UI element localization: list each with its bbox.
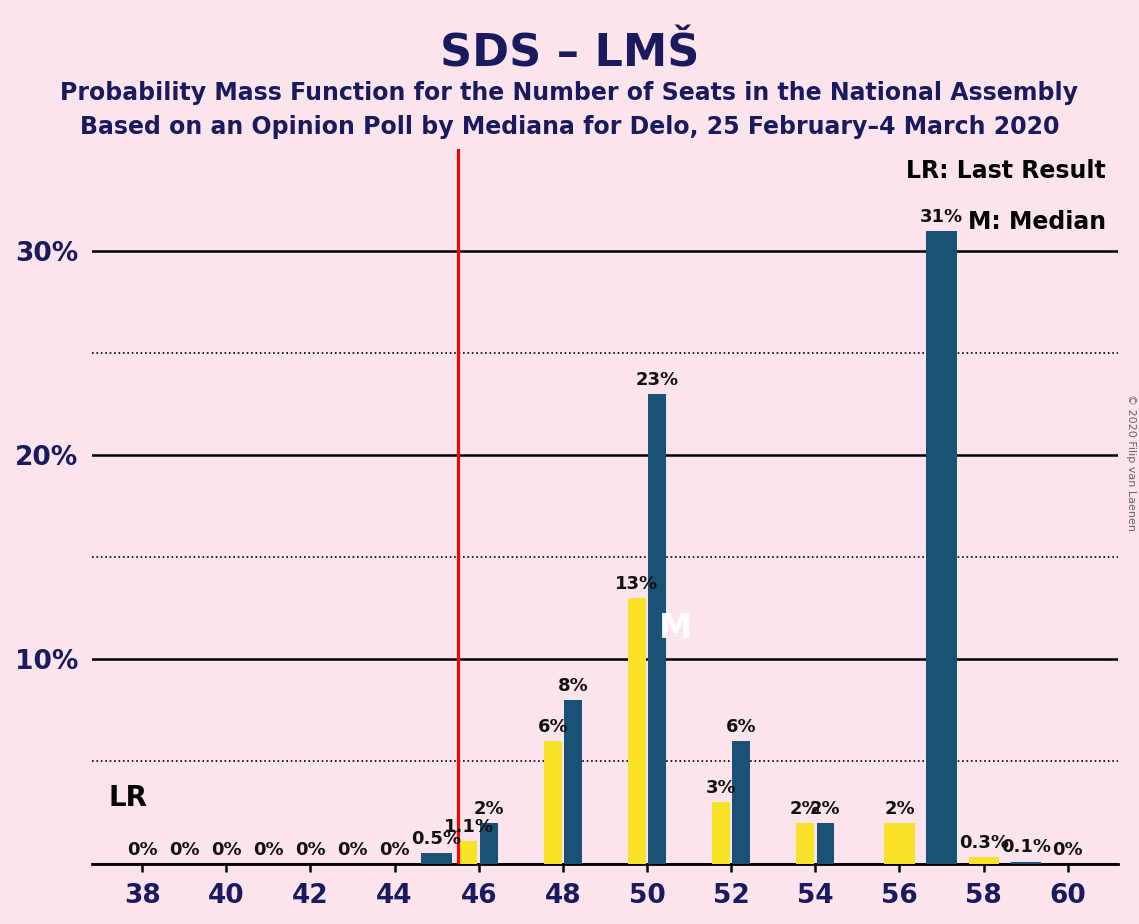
Bar bbox=[732, 741, 751, 864]
Bar bbox=[1010, 861, 1041, 864]
Bar bbox=[648, 394, 666, 864]
Text: 31%: 31% bbox=[920, 208, 964, 225]
Text: 6%: 6% bbox=[726, 718, 756, 736]
Bar bbox=[817, 822, 834, 864]
Text: 0%: 0% bbox=[379, 842, 410, 859]
Text: 0.1%: 0.1% bbox=[1001, 838, 1051, 857]
Bar bbox=[628, 598, 646, 864]
Text: Probability Mass Function for the Number of Seats in the National Assembly: Probability Mass Function for the Number… bbox=[60, 81, 1079, 105]
Text: 0%: 0% bbox=[295, 842, 326, 859]
Text: LR: Last Result: LR: Last Result bbox=[906, 159, 1106, 183]
Bar bbox=[926, 231, 957, 864]
Text: 0%: 0% bbox=[126, 842, 157, 859]
Text: 6%: 6% bbox=[538, 718, 568, 736]
Bar bbox=[968, 857, 999, 864]
Bar bbox=[712, 802, 730, 864]
Text: LR: LR bbox=[108, 784, 147, 812]
Text: 0%: 0% bbox=[1052, 842, 1083, 859]
Text: 8%: 8% bbox=[558, 677, 589, 695]
Text: 2%: 2% bbox=[810, 799, 841, 818]
Text: © 2020 Filip van Laenen: © 2020 Filip van Laenen bbox=[1125, 394, 1136, 530]
Text: 2%: 2% bbox=[884, 799, 915, 818]
Text: 13%: 13% bbox=[615, 575, 658, 593]
Text: Based on an Opinion Poll by Mediana for Delo, 25 February–4 March 2020: Based on an Opinion Poll by Mediana for … bbox=[80, 115, 1059, 139]
Text: 1.1%: 1.1% bbox=[443, 818, 493, 836]
Bar bbox=[421, 854, 452, 864]
Text: 0.5%: 0.5% bbox=[411, 831, 461, 848]
Text: 3%: 3% bbox=[706, 779, 737, 797]
Text: 0%: 0% bbox=[169, 842, 199, 859]
Bar bbox=[796, 822, 814, 864]
Bar bbox=[480, 822, 498, 864]
Bar bbox=[460, 841, 477, 864]
Text: M: M bbox=[659, 613, 693, 645]
Text: 2%: 2% bbox=[474, 799, 505, 818]
Text: 2%: 2% bbox=[790, 799, 820, 818]
Text: 23%: 23% bbox=[636, 371, 679, 389]
Text: 0%: 0% bbox=[253, 842, 284, 859]
Text: M: Median: M: Median bbox=[967, 211, 1106, 234]
Text: 0%: 0% bbox=[211, 842, 241, 859]
Bar bbox=[884, 822, 915, 864]
Text: 0.3%: 0.3% bbox=[959, 834, 1009, 852]
Bar bbox=[544, 741, 562, 864]
Bar bbox=[564, 700, 582, 864]
Text: SDS – LMŠ: SDS – LMŠ bbox=[440, 32, 699, 76]
Text: 0%: 0% bbox=[337, 842, 368, 859]
